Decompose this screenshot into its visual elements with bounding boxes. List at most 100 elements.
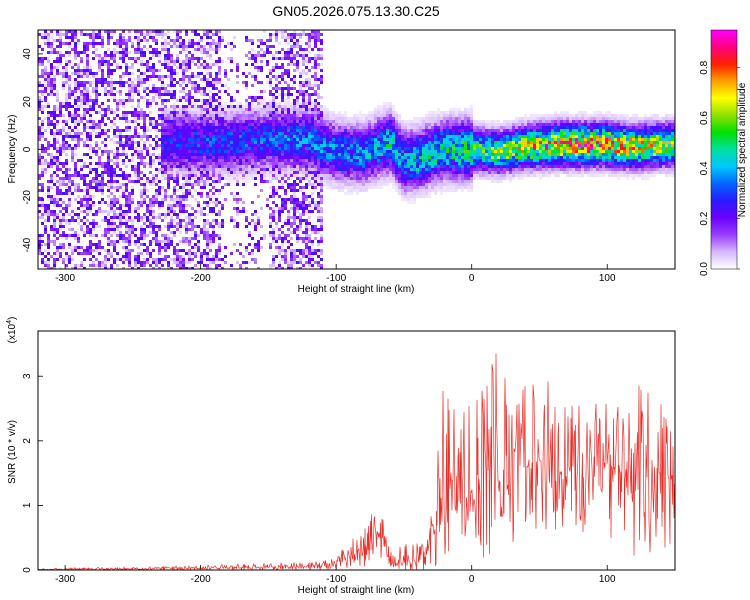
spectrogram-cell [299,123,302,126]
spectrogram-cell [281,171,284,174]
spectrogram-cell [125,156,128,159]
spectrogram-cell [125,48,128,51]
spectrogram-cell [128,216,131,219]
spectrogram-cell [188,204,191,207]
spectrogram-cell [320,96,323,99]
spectrogram-cell [311,144,314,147]
spectrogram-cell [53,201,56,204]
spectrogram-cell [143,228,146,231]
spectrogram-cell [89,36,92,39]
spectrogram-cell [59,147,62,150]
spectrogram-cell [95,111,98,114]
spectrogram-cell [335,153,338,156]
spectrogram-cell [137,156,140,159]
spectrogram-cell [143,192,146,195]
spectrogram-cell [266,120,269,123]
spectrogram-cell [65,42,68,45]
spectrogram-cell [134,78,137,81]
spectrogram-cell [92,186,95,189]
spectrogram-cell [293,141,296,144]
spectrogram-cell [311,111,314,114]
spectrogram-cell [53,93,56,96]
spectrogram-cell [371,120,374,123]
spectrogram-cell [209,108,212,111]
spectrogram-cell [149,120,152,123]
spectrogram-cell [56,204,59,207]
spectrogram-cell [302,69,305,72]
spectrogram-cell [218,81,221,84]
spectrogram-cell [182,261,185,264]
spectrogram-cell [137,165,140,168]
spectrogram-cell [308,168,311,171]
spectrogram-cell [218,117,221,120]
spectrogram-cell [212,153,215,156]
spectrogram-cell [293,129,296,132]
spectrogram-cell [251,57,254,60]
spectrogram-cell [230,165,233,168]
spectrogram-cell [311,201,314,204]
spectrogram-cell [89,240,92,243]
spectrogram-cell [233,105,236,108]
spectrogram-cell [74,171,77,174]
spectrogram-cell [65,153,68,156]
spectrogram-cell [230,126,233,129]
spectrogram-cell [182,42,185,45]
spectrogram-cell [320,69,323,72]
spectrogram-cell [134,261,137,264]
spectrogram-cell [278,114,281,117]
spectrogram-cell [233,165,236,168]
spectrogram-cell [152,123,155,126]
spectrogram-cell [308,162,311,165]
spectrogram-cell [38,75,41,78]
spectrogram-cell [77,123,80,126]
spectrogram-cell [107,108,110,111]
spectrogram-cell [206,117,209,120]
spectrogram-cell [320,159,323,162]
spectrogram-cell [236,207,239,210]
spectrogram-cell [110,138,113,141]
spectrogram-cell [125,204,128,207]
spectrogram-cell [185,180,188,183]
spectrogram-cell [275,165,278,168]
spectrogram-cell [350,186,353,189]
spectrogram-cell [308,258,311,261]
spectrogram-cell [272,240,275,243]
spectrogram-cell [239,147,242,150]
spectrogram-cell [236,105,239,108]
spectrogram-cell [218,213,221,216]
spectrogram-cell [278,234,281,237]
spectrogram-cell [194,216,197,219]
spectrogram-cell [233,138,236,141]
spectrogram-cell [281,207,284,210]
spectrogram-cell [278,105,281,108]
spectrogram-cell [125,99,128,102]
spectrogram-cell [314,183,317,186]
spectrogram-cell [317,111,320,114]
spectrogram-cell [272,207,275,210]
spectrogram-cell [278,186,281,189]
spectrogram-cell [167,129,170,132]
spectrogram-cell [215,249,218,252]
spectrogram-cell [350,180,353,183]
spectrogram-cell [266,108,269,111]
spectrogram-cell [260,120,263,123]
spectrogram-cell [59,105,62,108]
spectrogram-cell [104,264,107,267]
spectrogram-cell [314,174,317,177]
spectrogram-cell [170,240,173,243]
spectrogram-cell [293,78,296,81]
spectrogram-cell [233,225,236,228]
spectrogram-cell [131,96,134,99]
spectrogram-cell [284,87,287,90]
spectrogram-cell [134,171,137,174]
spectrogram-cell [311,198,314,201]
spectrogram-cell [290,186,293,189]
spectrogram-cell [44,96,47,99]
spectrogram-cell [230,156,233,159]
spectrogram-cell [347,150,350,153]
spectrogram-cell [149,264,152,267]
spectrogram-cell [278,264,281,267]
spectrogram-cell [41,252,44,255]
spectrogram-cell [194,165,197,168]
spectrogram-cell [272,33,275,36]
